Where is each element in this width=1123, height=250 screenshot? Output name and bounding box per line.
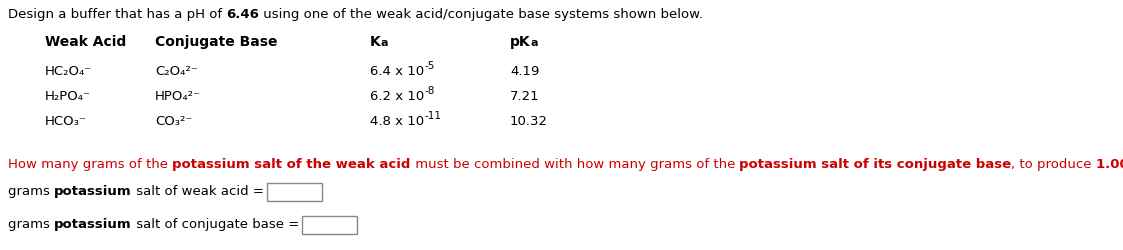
Text: grams: grams xyxy=(8,184,54,197)
Text: potassium: potassium xyxy=(54,184,131,197)
Text: 4.19: 4.19 xyxy=(510,65,539,78)
Text: CO₃²⁻: CO₃²⁻ xyxy=(155,114,192,128)
Text: 6.46: 6.46 xyxy=(227,8,259,21)
Text: K: K xyxy=(369,35,381,49)
Text: HPO₄²⁻: HPO₄²⁻ xyxy=(155,90,201,102)
Text: 6.2 x 10: 6.2 x 10 xyxy=(369,90,424,102)
Text: Design a buffer that has a pH of: Design a buffer that has a pH of xyxy=(8,8,227,21)
Text: Weak Acid: Weak Acid xyxy=(45,35,126,49)
Text: How many grams of the: How many grams of the xyxy=(8,157,172,170)
Text: H₂PO₄⁻: H₂PO₄⁻ xyxy=(45,90,91,102)
Text: -5: -5 xyxy=(424,61,435,71)
Text: 4.8 x 10: 4.8 x 10 xyxy=(369,114,424,128)
Text: , to produce: , to produce xyxy=(1012,157,1096,170)
Text: a: a xyxy=(381,38,389,48)
Text: pK: pK xyxy=(510,35,531,49)
Text: salt of conjugate base =: salt of conjugate base = xyxy=(131,217,299,230)
Text: grams: grams xyxy=(8,217,54,230)
Text: salt of weak acid =: salt of weak acid = xyxy=(131,184,264,197)
Text: -11: -11 xyxy=(424,110,441,120)
Text: 10.32: 10.32 xyxy=(510,114,548,128)
Text: potassium salt of the weak acid: potassium salt of the weak acid xyxy=(172,157,411,170)
Text: a: a xyxy=(531,38,538,48)
Text: HC₂O₄⁻: HC₂O₄⁻ xyxy=(45,65,92,78)
Bar xyxy=(302,216,357,234)
Bar xyxy=(266,183,321,201)
Text: C₂O₄²⁻: C₂O₄²⁻ xyxy=(155,65,198,78)
Text: potassium salt of its conjugate base: potassium salt of its conjugate base xyxy=(739,157,1012,170)
Text: must be combined with how many grams of the: must be combined with how many grams of … xyxy=(411,157,739,170)
Text: 7.21: 7.21 xyxy=(510,90,540,102)
Text: potassium: potassium xyxy=(54,217,131,230)
Text: -8: -8 xyxy=(424,86,435,96)
Text: using one of the weak acid/conjugate base systems shown below.: using one of the weak acid/conjugate bas… xyxy=(259,8,703,21)
Text: 1.00 L: 1.00 L xyxy=(1096,157,1123,170)
Text: HCO₃⁻: HCO₃⁻ xyxy=(45,114,86,128)
Text: 6.4 x 10: 6.4 x 10 xyxy=(369,65,424,78)
Text: Conjugate Base: Conjugate Base xyxy=(155,35,277,49)
